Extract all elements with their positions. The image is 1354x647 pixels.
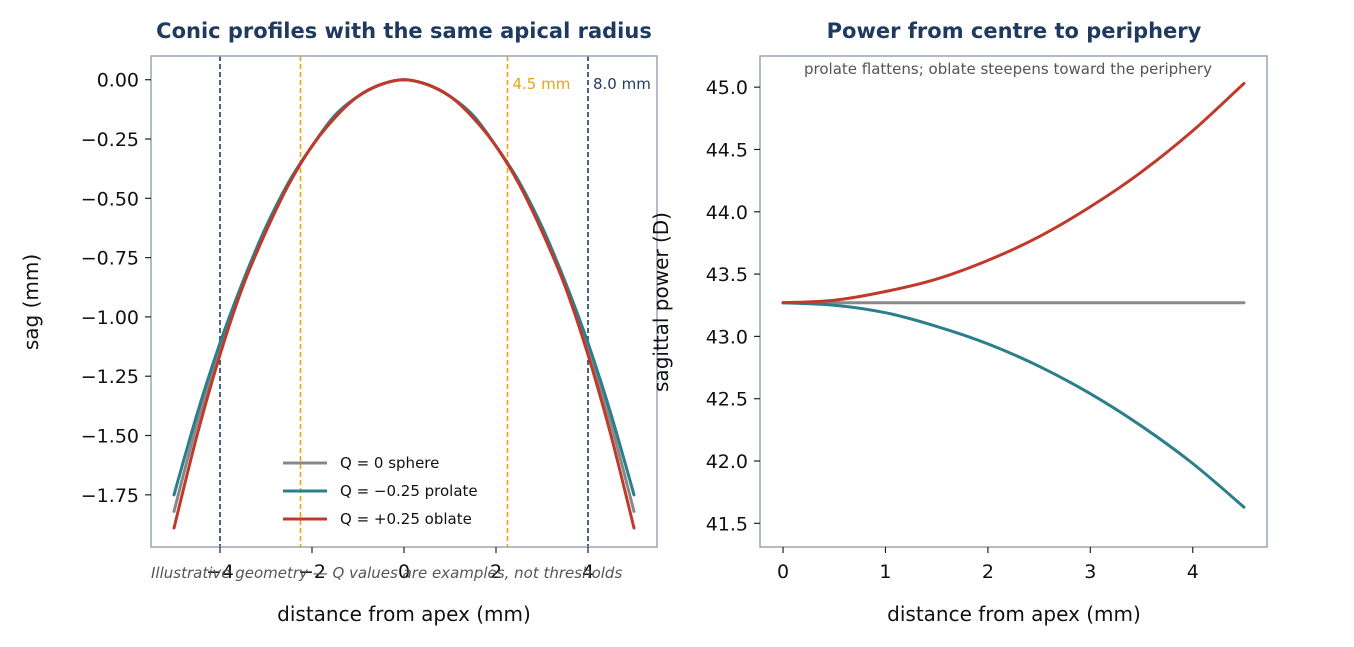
left-y-axis-label: sag (mm) [19,254,43,350]
right-y-tick-label: 43.0 [706,326,748,348]
right-y-tick-label: 42.0 [706,451,748,473]
left-x-tick-label: 0 [398,561,410,583]
left-y-tick-label: −1.50 [81,426,139,448]
right-y-axis-label: sagittal power (D) [649,212,673,392]
right-y-tick-label: 42.5 [706,389,748,411]
left-x-axis-label: distance from apex (mm) [277,602,531,626]
right-y-tick-label: 41.5 [706,513,748,535]
right-series-oblate [781,81,1246,305]
right-y-tick-label: 44.0 [706,202,748,224]
right-y-tick-label: 43.5 [706,264,748,286]
right-annotation: prolate flattens; oblate steepens toward… [804,60,1212,78]
right-x-tick-label: 3 [1084,561,1096,583]
footnote: Illustrative geometry — Q values are exa… [151,564,622,582]
left-x-tick-label: −4 [206,561,234,583]
right-chart-title: Power from centre to periphery [827,19,1202,43]
legend-label-oblate: Q = +0.25 oblate [340,510,472,528]
legend-label-sphere: Q = 0 sphere [340,454,439,472]
left-zone-label-3: 8.0 mm [593,75,651,93]
right-x-tick-label: 2 [982,561,994,583]
left-y-tick-label: −1.25 [81,366,139,388]
left-chart-marks: 4.5 mm 8.0 mm [172,56,651,547]
left-panel: Conic profiles with the same apical radi… [19,19,658,626]
left-x-tick-label: 2 [490,561,502,583]
right-x-tick-label: 0 [777,561,789,583]
left-y-tick-label: −0.75 [81,248,139,270]
left-plot-frame [150,55,658,548]
right-panel: Power from centre to periphery 0 1 2 3 4 41.5… [649,19,1268,626]
left-series-oblate [172,78,636,530]
left-y-tick-label: −0.50 [81,188,139,210]
left-y-tick-label: 0.00 [97,70,139,92]
right-series-prolate [781,301,1246,509]
left-y-tick-label: −1.75 [81,485,139,507]
right-x-tick-label: 1 [879,561,891,583]
left-x-tick-label: 4 [582,561,594,583]
left-y-tick-label: −1.00 [81,307,139,329]
legend-label-prolate: Q = −0.25 prolate [340,482,478,500]
left-zone-label-2: 4.5 mm [513,75,571,93]
right-plot-frame [759,55,1268,548]
right-y-tick-label: 44.5 [706,139,748,161]
right-axis-ticks: 0 1 2 3 4 41.5 42.0 42.5 43.0 43.5 44.0 44.5 45.0 [706,77,1199,583]
left-chart-title: Conic profiles with the same apical radi… [156,19,652,43]
right-y-tick-label: 45.0 [706,77,748,99]
right-chart-marks [781,81,1246,509]
left-y-tick-label: −0.25 [81,129,139,151]
left-series-sphere [172,78,636,513]
right-x-axis-label: distance from apex (mm) [887,602,1141,626]
right-x-tick-label: 4 [1187,561,1199,583]
legend: Q = 0 sphere Q = −0.25 prolate Q = +0.25 o… [283,454,478,528]
left-x-tick-label: −2 [298,561,326,583]
left-axis-ticks: −4 −2 0 2 4 0.00 −0.25 −0.50 −0.75 −1.00 −1.25 −1.5… [81,70,594,583]
